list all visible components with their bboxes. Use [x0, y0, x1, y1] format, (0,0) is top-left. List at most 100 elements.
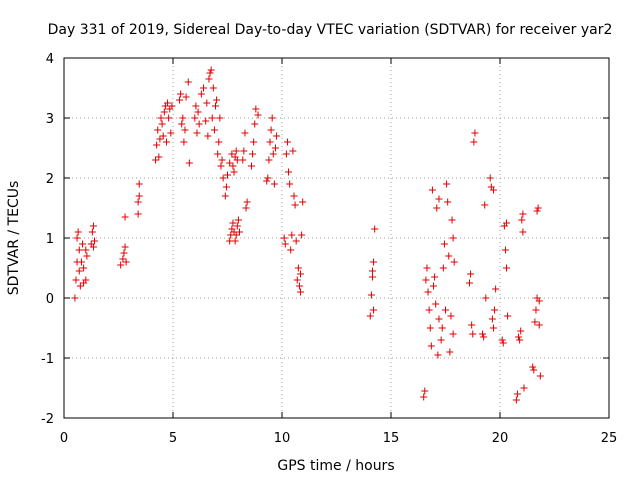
data-point [263, 177, 271, 185]
data-point [503, 219, 511, 227]
data-point [250, 138, 258, 146]
data-point [492, 285, 500, 293]
data-point [432, 300, 440, 308]
data-point [185, 159, 193, 167]
data-point [368, 273, 376, 281]
data-point [516, 336, 524, 344]
data-point [265, 156, 273, 164]
data-point [184, 78, 192, 86]
data-point [264, 174, 272, 182]
data-point [75, 246, 83, 254]
data-point [499, 339, 507, 347]
data-points [71, 66, 544, 404]
data-point [154, 126, 162, 134]
data-point [366, 312, 374, 320]
data-point [421, 387, 429, 395]
data-point [297, 288, 305, 296]
data-point [206, 69, 214, 77]
x-tick-label: 5 [169, 431, 177, 446]
data-point [424, 288, 432, 296]
data-point [165, 114, 173, 122]
data-point [512, 396, 520, 404]
data-point [180, 138, 188, 146]
data-point [119, 255, 127, 263]
data-point [121, 213, 129, 221]
data-point [425, 306, 433, 314]
data-point [158, 120, 166, 128]
chart-title: Day 331 of 2019, Sidereal Day-to-day VTE… [48, 22, 613, 38]
data-point [530, 366, 538, 374]
data-point [271, 144, 279, 152]
plot-frame [63, 57, 610, 419]
data-point [501, 246, 509, 254]
data-point [230, 168, 238, 176]
data-point [83, 252, 91, 260]
data-point [486, 174, 494, 182]
data-point [82, 246, 90, 254]
data-point [286, 180, 294, 188]
data-point [71, 294, 79, 302]
data-point [431, 273, 439, 281]
data-point [534, 204, 542, 212]
data-point [531, 318, 539, 326]
data-point [249, 150, 257, 158]
data-point [167, 129, 175, 137]
data-point [370, 306, 378, 314]
data-point [280, 234, 288, 242]
y-tick-label: -2 [41, 412, 54, 427]
data-point [295, 282, 303, 290]
y-tick-label: -1 [41, 352, 54, 367]
data-point [482, 294, 490, 302]
data-point [232, 231, 240, 239]
data-point [210, 126, 218, 134]
data-point [241, 129, 249, 137]
data-point [289, 147, 297, 155]
data-point [440, 240, 448, 248]
data-point [205, 75, 213, 83]
data-point [75, 267, 83, 275]
data-point [80, 264, 88, 272]
data-point [292, 237, 300, 245]
data-point [470, 138, 478, 146]
data-point [293, 276, 301, 284]
data-point [88, 228, 96, 236]
data-point [268, 114, 276, 122]
data-point [254, 111, 262, 119]
data-point [420, 393, 428, 401]
data-point [503, 264, 511, 272]
x-tick-label: 0 [60, 431, 68, 446]
data-point [242, 204, 250, 212]
data-point [120, 249, 128, 257]
data-point [515, 333, 523, 341]
data-point [427, 342, 435, 350]
data-point [442, 306, 449, 314]
data-point [135, 192, 143, 200]
data-point [177, 90, 185, 98]
data-point [195, 120, 203, 128]
x-tick-label: 25 [601, 431, 618, 446]
data-point [204, 132, 212, 140]
data-point [298, 231, 306, 239]
data-point [89, 243, 97, 251]
data-point [428, 186, 436, 194]
data-point [134, 210, 142, 218]
data-point [518, 216, 526, 224]
data-point [433, 204, 441, 212]
data-point [273, 132, 281, 140]
data-point [182, 93, 190, 101]
data-point [270, 180, 278, 188]
data-point [228, 150, 236, 158]
data-point [533, 207, 541, 215]
data-point [266, 138, 274, 146]
data-point [191, 114, 199, 122]
data-point [446, 348, 454, 356]
data-point [214, 150, 222, 158]
data-point [203, 99, 211, 107]
data-point [283, 138, 291, 146]
data-point [252, 105, 260, 113]
data-point [481, 201, 489, 209]
data-point [219, 174, 227, 182]
data-point [513, 390, 521, 398]
data-point [437, 336, 445, 344]
